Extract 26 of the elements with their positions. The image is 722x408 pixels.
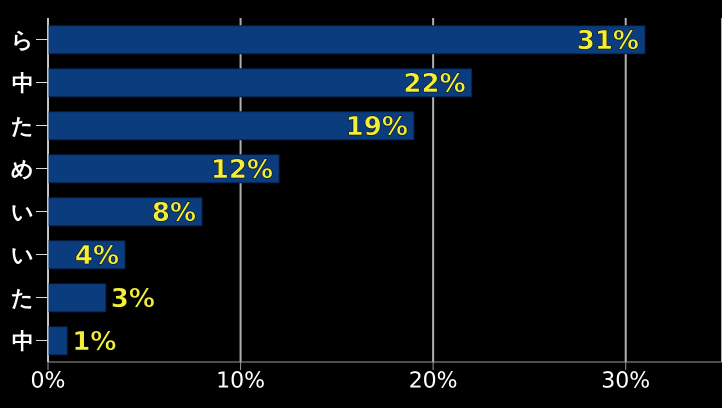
y-tick-label: い	[11, 200, 34, 226]
data-label: 1%	[72, 327, 116, 358]
x-tick-label: 0%	[30, 368, 66, 394]
data-label: 31%	[576, 26, 639, 56]
y-tick-label: ら	[11, 28, 34, 54]
y-tick-label: い	[11, 243, 34, 268]
y-tick-label: 中	[12, 71, 34, 96]
bar	[48, 25, 646, 54]
data-label: 3%	[110, 284, 155, 314]
y-tick-label: た	[11, 286, 34, 312]
y-tick-label: め	[11, 157, 34, 182]
bar	[48, 326, 68, 356]
data-label: 22%	[403, 69, 466, 100]
data-label: 8%	[152, 198, 196, 228]
x-tick-label: 30%	[601, 368, 650, 394]
y-tick-label: た	[11, 114, 34, 140]
bar	[48, 154, 280, 184]
bar	[48, 283, 106, 312]
x-tick-label: 20%	[408, 368, 458, 394]
bar	[48, 111, 414, 140]
data-label: 4%	[74, 241, 120, 272]
y-tick-label: 中	[12, 329, 34, 354]
x-tick-label: 10%	[216, 368, 266, 394]
bar	[48, 68, 472, 98]
data-label: 19%	[346, 112, 408, 142]
data-label: 12%	[210, 155, 274, 186]
